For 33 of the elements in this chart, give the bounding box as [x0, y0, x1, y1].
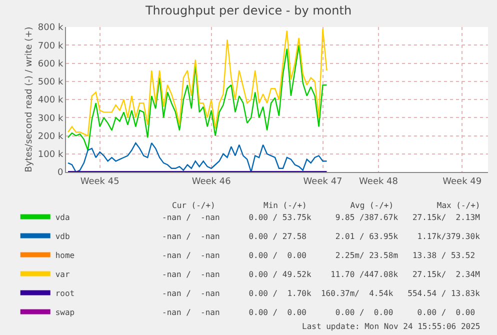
text: -nan / -nan 0.00 / 49.52k 11.70 /447.08k 27.15k/ 2.34M [162, 270, 480, 279]
x-tick-label: Week 46 [192, 176, 232, 187]
text: -nan / -nan 0.00 / 0.00 2.25m/ 23.58m 13.38 / 53.52 [162, 251, 480, 260]
line-series [67, 44, 328, 151]
line-series [67, 142, 328, 172]
legend-label: vda [55, 212, 70, 222]
y-tick-label: 800 k [38, 23, 64, 34]
legend-label: home [55, 250, 75, 260]
text: Cur (-/+) Min (-/+) Avg (-/+) Max (-/+) [172, 201, 480, 210]
x-tick-label: Week 45 [80, 176, 120, 187]
text: -nan / -nan 0.00 / 0.00 0.00 / 0.00 0.00 / 0.00 [162, 308, 480, 317]
x-tick-label: Week 49 [442, 176, 482, 187]
legend-label: var [55, 270, 70, 279]
chart-title: Throughput per device - by month [144, 3, 352, 18]
x-tick-label: Week 47 [303, 176, 342, 187]
y-tick-label: 400 k [38, 96, 64, 106]
legend-label: swap [55, 308, 75, 317]
text: -nan / -nan 0.00 / 53.75k 9.85 /387.67k 27.15k/ 2.13M [162, 213, 480, 222]
legend-label: root [55, 288, 75, 298]
x-tick-label: Week 48 [359, 176, 398, 187]
y-tick-label: 300 k [38, 114, 64, 124]
y-tick-label: 100 k [38, 150, 64, 160]
y-tick-label: 200 k [38, 132, 64, 142]
y-tick-label: 700 k [38, 41, 64, 52]
text: -nan / -nan 0.00 / 1.70k 160.37m/ 4.54k 554.54 / 13.83k [162, 289, 480, 298]
y-tick-label: 600 k [38, 59, 64, 70]
line-series [67, 28, 328, 136]
y-tick-label: 500 k [38, 78, 64, 88]
y-axis-title: Bytes/second read (-) / write (+) [24, 26, 34, 172]
legend-label: vdb [55, 232, 70, 241]
text: Last update: Mon Nov 24 15:55:06 2025 [302, 322, 480, 331]
y-tick-label: 0 [57, 168, 64, 178]
text: -nan / -nan 0.00 / 27.58 2.01 / 63.95k 1.17k/379.30k [162, 232, 480, 241]
